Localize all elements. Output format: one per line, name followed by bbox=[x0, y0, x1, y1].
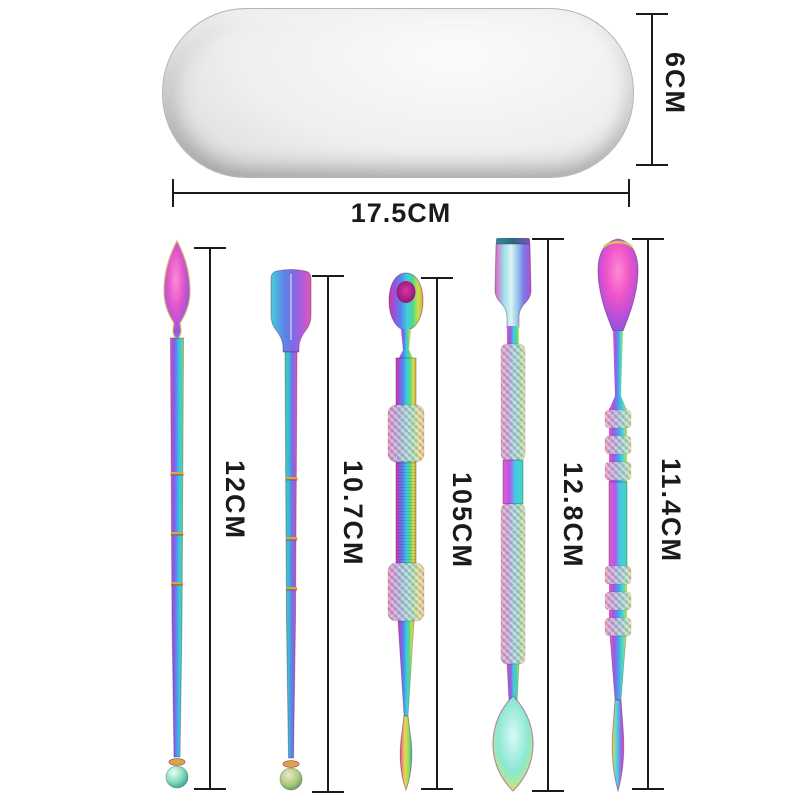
case-width-label: 17.5CM bbox=[350, 198, 452, 228]
tool-3-neck-flare bbox=[398, 350, 414, 360]
tool-3-shaft-upper bbox=[395, 357, 417, 408]
tool-1-spear-head bbox=[163, 239, 191, 339]
tool-2-flat-scraper bbox=[270, 268, 312, 791]
tool-5-knurl-group-lower bbox=[604, 565, 632, 637]
tool-2-ball-tip bbox=[279, 767, 303, 791]
tool-2-collar bbox=[282, 760, 300, 768]
tool-4-spear-tip bbox=[492, 695, 534, 792]
tool-4-smooth-band bbox=[502, 459, 524, 505]
tool-3-neck bbox=[401, 329, 411, 350]
tool-3-knurl-upper-tint bbox=[387, 404, 425, 463]
tool-3-spoon-scoop bbox=[387, 272, 425, 792]
tool-5-paddle-spoon bbox=[597, 238, 639, 793]
tool-3-shaft-ribbing bbox=[396, 462, 416, 564]
tool-5-spoon-head bbox=[597, 238, 639, 332]
tool-3-spoon-bowl bbox=[396, 281, 416, 303]
tool-5-dimension-line bbox=[632, 238, 664, 790]
tool-4-dimension-line bbox=[532, 238, 564, 792]
tool-2-shaft bbox=[284, 351, 298, 759]
tool-3-length-label: 105CM bbox=[447, 472, 477, 570]
tool-4-stem-upper bbox=[507, 326, 519, 348]
tool-5-spoon-rim bbox=[603, 240, 633, 248]
tool-5-knurl-group-upper bbox=[604, 409, 632, 481]
tool-3-taper-stem bbox=[397, 620, 415, 717]
tool-1-collar bbox=[168, 758, 186, 766]
tool-4-length-label: 12.8CM bbox=[558, 462, 588, 569]
tool-5-neck bbox=[613, 331, 623, 396]
tool-2-dimension-line bbox=[312, 275, 344, 793]
tool-4-knurl-upper-tint bbox=[500, 343, 526, 461]
tool-2-length-label: 10.7CM bbox=[338, 460, 368, 567]
tool-3-knurl-lower-tint bbox=[387, 562, 425, 622]
tool-1-shaft bbox=[169, 337, 185, 758]
case-height-dimension-line bbox=[636, 13, 668, 166]
silver-case bbox=[162, 8, 634, 178]
tool-1-ball-tip bbox=[165, 765, 189, 789]
tool-1-length-label: 12CM bbox=[220, 460, 250, 541]
tool-4-blade bbox=[494, 243, 532, 329]
case-height-label: 6CM bbox=[660, 52, 690, 116]
tool-1-spear-carver bbox=[163, 239, 191, 789]
tool-3-needle-tip bbox=[399, 715, 413, 792]
tool-5-taper-stem bbox=[609, 635, 627, 701]
tool-5-neck-flare bbox=[609, 396, 627, 410]
case-width-dimension-line bbox=[172, 179, 630, 207]
tool-2-ring-grooves bbox=[286, 477, 298, 591]
tool-5-length-label: 11.4CM bbox=[656, 458, 686, 564]
tool-5-smooth-shaft bbox=[608, 481, 628, 569]
tool-4-knurl-lower-tint bbox=[500, 503, 526, 665]
tool-1-ring-grooves bbox=[170, 472, 184, 586]
tool-2-paddle-head bbox=[270, 268, 312, 353]
tool-3-dimension-line bbox=[421, 277, 453, 790]
tool-5-pick-tip bbox=[611, 699, 625, 793]
tool-4-chisel-blade bbox=[492, 238, 534, 792]
tool-1-dimension-line bbox=[194, 247, 226, 790]
